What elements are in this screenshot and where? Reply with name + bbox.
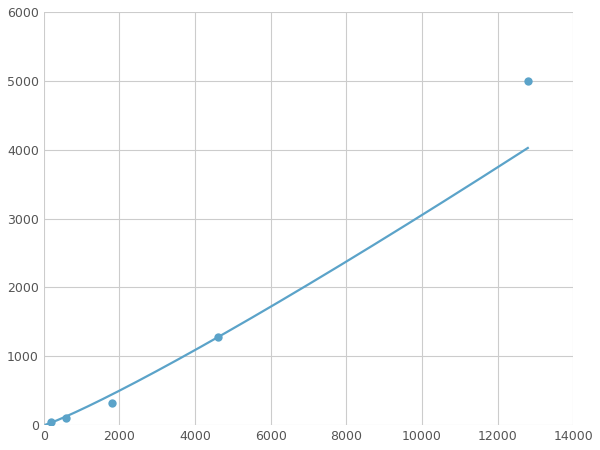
Point bbox=[107, 400, 116, 407]
Point bbox=[523, 77, 533, 85]
Point bbox=[62, 414, 71, 421]
Point bbox=[47, 418, 56, 425]
Point bbox=[213, 333, 223, 341]
